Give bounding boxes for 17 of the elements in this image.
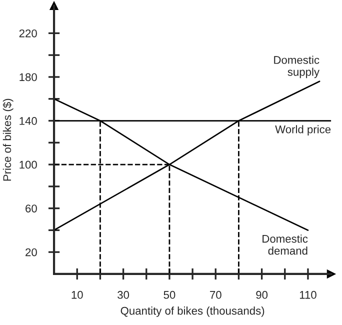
series-label: Domestic demand [262,234,308,255]
x-tick-label: 90 [256,290,268,299]
y-tick-label: 100 [20,160,37,169]
x-tick-label: 70 [210,290,222,299]
x-axis-title: Quantity of bikes (thousands) [120,306,264,317]
series-label: World price [275,125,331,136]
y-tick-label: 60 [26,204,37,212]
y-tick-label: 140 [20,117,37,125]
x-tick-label: 30 [118,290,130,299]
y-axis-title: Price of bikes ($) [2,98,14,181]
y-tick-label: 180 [20,73,37,82]
series-label: Domestic supply [274,56,320,78]
x-tick-label: 10 [72,290,83,299]
y-tick-label: 20 [26,248,37,256]
x-tick-label: 110 [300,290,316,299]
y-tick-label: 220 [19,29,37,38]
x-tick-label: 50 [164,290,176,299]
